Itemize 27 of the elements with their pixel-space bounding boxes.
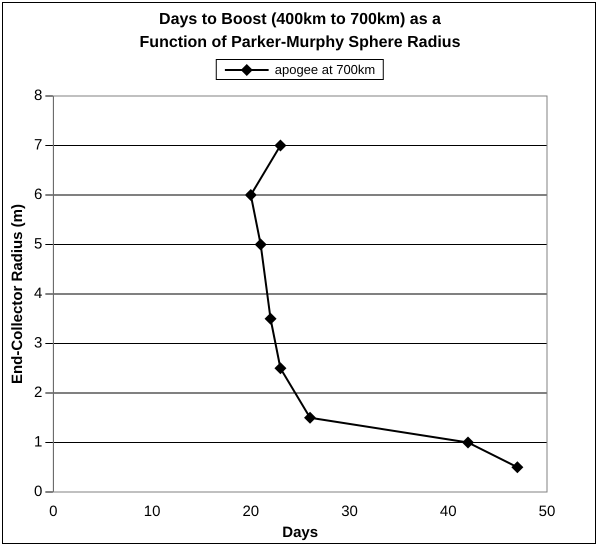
point <box>244 189 257 201</box>
chart-title: Days to Boost (400km to 700km) as a Function of Parker-Murphy Sphere Radius <box>138 10 462 53</box>
x-axis-title: Days <box>282 524 318 542</box>
point <box>462 436 474 448</box>
point <box>304 412 316 424</box>
x-tick-label: 40 <box>440 503 457 520</box>
y-tick-label: 7 <box>34 136 42 154</box>
y-tick-label: 8 <box>34 87 42 104</box>
x-tick-label: 30 <box>341 503 358 520</box>
y-tick-label: 4 <box>34 285 42 302</box>
y-tick-label: 2 <box>34 384 42 402</box>
point <box>254 238 267 250</box>
x-tick-label: 20 <box>242 503 260 520</box>
point <box>274 140 286 152</box>
x-tick-label: 50 <box>538 503 556 520</box>
x-tick-label: 0 <box>49 503 58 520</box>
y-tick-label: 3 <box>34 334 42 352</box>
y-tick-label: 0 <box>34 483 42 500</box>
y-tick-label: 1 <box>34 434 42 451</box>
legend-label: apogee at 700km <box>274 62 376 77</box>
point <box>274 362 286 374</box>
y-tick-label: 5 <box>34 236 42 253</box>
y-tick-label: 6 <box>34 186 42 204</box>
point <box>511 461 524 474</box>
x-tick-label: 10 <box>144 503 160 520</box>
point <box>264 312 277 325</box>
y-axis-title: End-Collector Radius (m) <box>9 204 26 384</box>
